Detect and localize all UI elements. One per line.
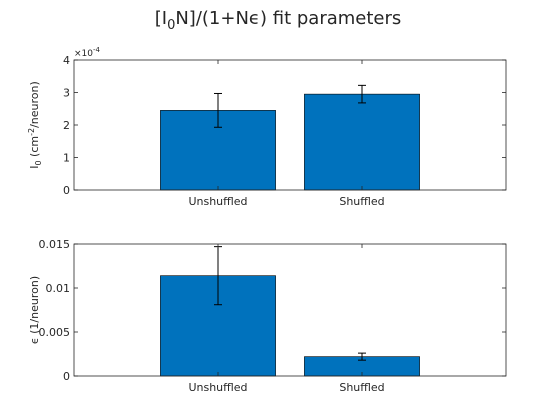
x-tick-label: Unshuffled <box>188 195 247 208</box>
x-tick-label: Unshuffled <box>188 381 247 394</box>
top-panel: 0 1 2 3 4 Unshuffled Shuffled I0 (cm-2/neuron) ×… <box>27 46 507 208</box>
y-tick-label: 1 <box>63 152 70 165</box>
figure-title: [I0N]/(1+Nϵ) fit parameters <box>155 8 402 33</box>
y-tick-label: 0 <box>63 184 70 197</box>
y-tick-label: 0.015 <box>39 238 71 251</box>
y-axis-label: ϵ (1/neuron) <box>28 276 41 344</box>
y-tick-label: 4 <box>63 54 70 67</box>
error-bar-shuffled <box>358 352 366 361</box>
error-bar-shuffled <box>358 84 366 104</box>
y-axis-label: I0 (cm-2/neuron) <box>27 81 43 169</box>
y-exponent-label: ×10-4 <box>74 46 101 59</box>
x-tick-label: Shuffled <box>339 195 384 208</box>
error-bar-unshuffled <box>214 92 222 128</box>
y-tick-label: 0.005 <box>39 326 71 339</box>
y-tick-label: 0 <box>63 370 70 383</box>
y-tick-label: 3 <box>63 87 70 100</box>
y-tick-label: 2 <box>63 119 70 132</box>
x-tick-label: Shuffled <box>339 381 384 394</box>
axes-box <box>73 59 507 191</box>
bottom-panel: 0 0.005 0.01 0.015 Unshuffled Shuffled ϵ (1/ne… <box>28 238 507 394</box>
axes-box <box>73 243 507 377</box>
bar-shuffled <box>304 93 420 191</box>
y-tick-label: 0.01 <box>46 282 71 295</box>
